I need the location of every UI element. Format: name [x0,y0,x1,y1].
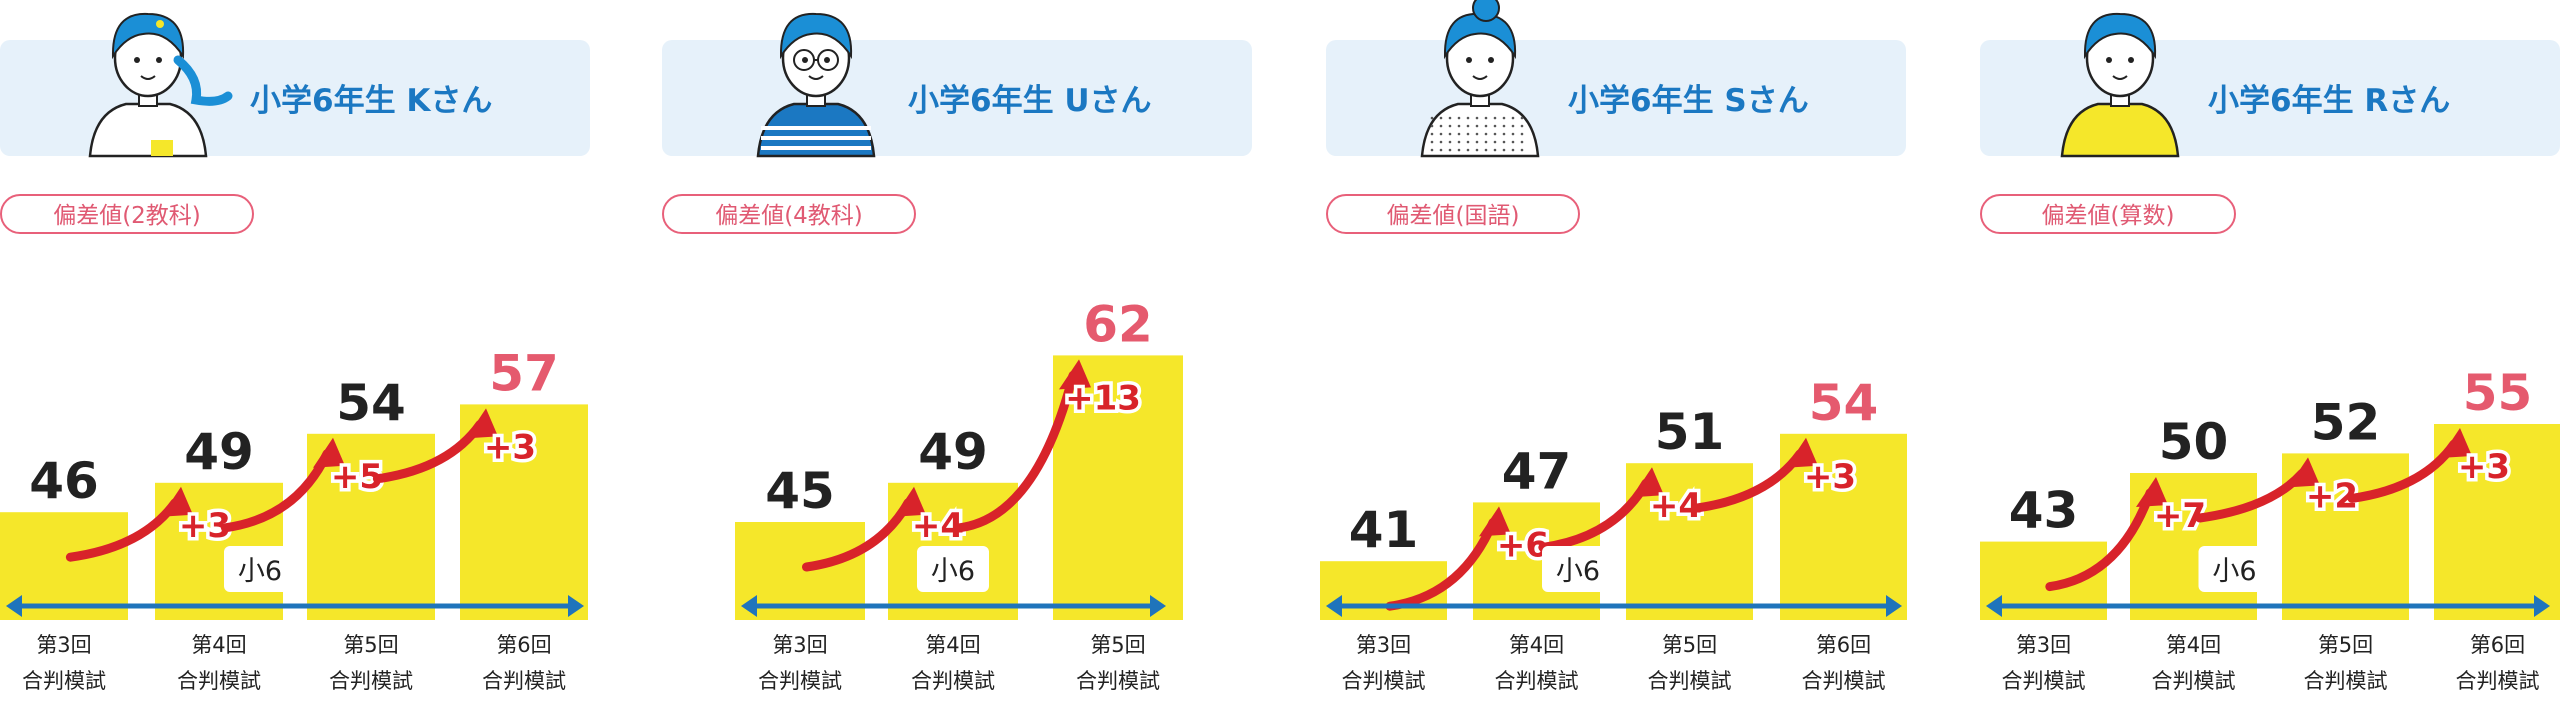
value-label: 49 [918,423,988,481]
arrow-head-icon [1632,467,1664,498]
x-tick-label: 合判模試 [2002,669,2086,693]
axis-arrow-left-icon [741,595,757,617]
x-tick-label: 第4回 [191,633,246,657]
axis-arrow-right-icon [1886,595,1902,617]
arrow-head-icon [313,437,345,468]
value-label: 52 [2311,393,2381,451]
x-tick-label: 合判模試 [2152,669,2236,693]
x-tick-label: 合判模試 [2456,669,2540,693]
grade-badge [917,546,989,592]
value-label: 45 [765,462,835,520]
value-label: 54 [336,374,406,432]
x-tick-label: 第5回 [2318,633,2373,657]
value-label: 41 [1349,501,1419,559]
value-label: 43 [2009,482,2079,540]
grade-label: 小6 [238,556,282,587]
metric-badge: 偏差値(算数) [1980,194,2236,234]
value-label: 46 [29,452,99,510]
x-tick-label: 合判模試 [1802,669,1886,693]
value-label: 51 [1655,403,1725,461]
axis-arrow-left-icon [1326,595,1342,617]
metric-badge: 偏差値(国語) [1326,194,1580,234]
gain-label: +13 [1065,378,1141,418]
x-tick-label: 第6回 [496,633,551,657]
x-tick-label: 合判模試 [1342,669,1426,693]
arrow-head-icon [894,486,926,517]
arrow-head-icon [1786,437,1818,468]
gain-arrow [1385,517,1498,611]
student-name: 小学6年生 Uさん [908,83,1152,119]
x-tick-label: 第3回 [2016,633,2071,657]
x-tick-label: 第3回 [1356,633,1411,657]
student-name: 小学6年生 Rさん [2208,83,2451,119]
gain-label: +3 [484,427,536,467]
gain-arrow [955,370,1078,533]
bar [1053,355,1183,620]
value-label: 62 [1083,295,1153,353]
x-tick-label: 合判模試 [2304,669,2388,693]
axis-arrow-right-icon [1150,595,1166,617]
x-tick-label: 第6回 [2470,633,2525,657]
axis-arrow-left-icon [1986,595,2002,617]
arrow-head-icon [1479,506,1511,537]
x-tick-label: 合判模試 [22,669,106,693]
x-tick-label: 第3回 [772,633,827,657]
x-tick-label: 第5回 [1090,633,1145,657]
arrow-head-icon [466,408,498,439]
arrow-head-icon [2136,477,2168,507]
value-label: 47 [1502,442,1572,500]
gain-arrow [2045,488,2155,592]
x-tick-label: 合判模試 [1648,669,1732,693]
metric-badge: 偏差値(2教科) [0,194,254,234]
axis-arrow-right-icon [568,595,584,617]
grade-label: 小6 [931,556,975,587]
x-tick-label: 第5回 [1662,633,1717,657]
arrow-head-icon [2440,428,2472,458]
student-name: 小学6年生 Kさん [250,83,493,119]
grade-badge [224,546,296,592]
gain-label: +3 [2458,447,2510,487]
value-label: 50 [2159,413,2229,471]
x-tick-label: 合判模試 [1076,669,1160,693]
x-tick-label: 第4回 [925,633,980,657]
grade-badge [1542,546,1614,592]
metric-badge: 偏差値(4教科) [662,194,916,234]
student-name: 小学6年生 Sさん [1568,83,1809,119]
gain-label: +3 [179,506,231,546]
arrow-head-icon [1059,359,1091,390]
x-tick-label: 合判模試 [911,669,995,693]
x-tick-label: 合判模試 [177,669,261,693]
axis-arrow-right-icon [2534,595,2550,617]
x-tick-label: 第4回 [2166,633,2221,657]
x-tick-label: 第6回 [1816,633,1871,657]
x-tick-label: 合判模試 [482,669,566,693]
value-label: 49 [184,423,254,481]
arrow-head-icon [2288,457,2320,488]
grade-label: 小6 [2212,556,2256,587]
arrow-head-icon [161,486,193,517]
gain-label: +5 [331,457,383,497]
value-label: 55 [2463,364,2533,422]
axis-arrow-left-icon [6,595,22,617]
grade-label: 小6 [1556,556,1600,587]
value-label: 57 [489,344,559,402]
x-tick-label: 第3回 [36,633,91,657]
x-tick-label: 第5回 [343,633,398,657]
x-tick-label: 合判模試 [758,669,842,693]
x-tick-label: 合判模試 [329,669,413,693]
bar [460,404,588,620]
gain-label: +3 [1804,457,1856,497]
grade-badge [2198,546,2271,592]
x-tick-label: 第4回 [1509,633,1564,657]
x-tick-label: 合判模試 [1495,669,1579,693]
value-label: 54 [1809,374,1879,432]
